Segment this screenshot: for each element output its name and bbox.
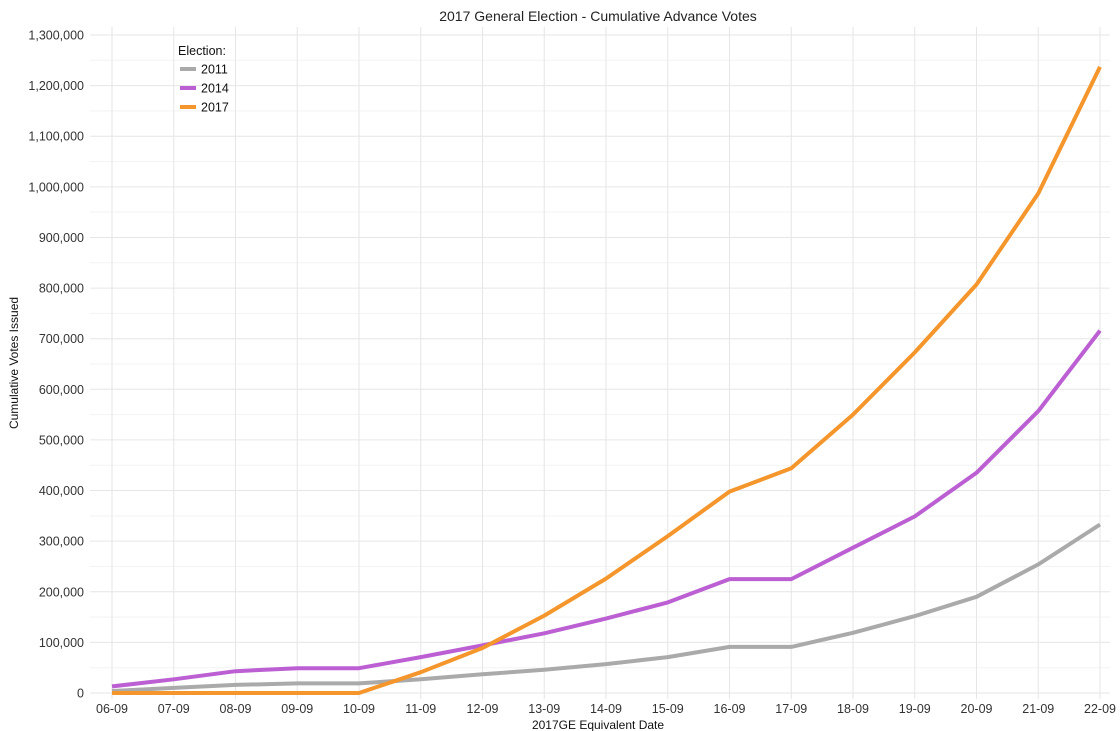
x-tick-label: 13-09: [528, 702, 560, 716]
y-tick-label: 600,000: [39, 383, 84, 397]
x-tick-label: 16-09: [714, 702, 746, 716]
legend-label-2017: 2017: [201, 101, 229, 115]
x-tick-label: 12-09: [467, 702, 499, 716]
grid: [90, 27, 1110, 699]
chart-title: 2017 General Election - Cumulative Advan…: [439, 8, 757, 24]
x-tick-label: 10-09: [343, 702, 375, 716]
y-tick-label: 800,000: [39, 282, 84, 296]
x-tick-label: 06-09: [96, 702, 128, 716]
x-tick-label: 17-09: [775, 702, 807, 716]
y-tick-label: 0: [77, 687, 84, 701]
y-tick-label: 900,000: [39, 231, 84, 245]
series-line-2011: [111, 522, 1102, 693]
y-tick-label: 500,000: [39, 433, 84, 447]
y-tick-label: 700,000: [39, 332, 84, 346]
x-tick-label: 08-09: [220, 702, 252, 716]
y-tick-label: 1,100,000: [28, 130, 84, 144]
x-tick-label: 14-09: [590, 702, 622, 716]
y-tick-label: 300,000: [39, 535, 84, 549]
y-axis-title: Cumulative Votes Issued: [7, 297, 21, 429]
legend-label-2011: 2011: [201, 63, 228, 77]
y-tick-label: 100,000: [39, 636, 84, 650]
y-tick-label: 1,300,000: [28, 29, 84, 43]
legend: Election: 2011 2014 2017: [178, 44, 229, 115]
x-axis-title: 2017GE Equivalent Date: [532, 718, 664, 731]
x-tick-label: 21-09: [1022, 702, 1054, 716]
x-tick-label: 07-09: [158, 702, 190, 716]
series-line-2014: [111, 329, 1102, 689]
legend-label-2014: 2014: [201, 82, 229, 96]
x-tick-label: 11-09: [405, 702, 436, 716]
x-tick-label: 22-09: [1084, 702, 1116, 716]
series-lines: [111, 66, 1102, 695]
y-tick-label: 400,000: [39, 484, 84, 498]
x-axis-ticks: 06-09 07-09 08-09 09-09 10-09 11-09 12-09 13-09…: [96, 702, 1116, 716]
legend-title: Election:: [178, 44, 226, 58]
x-tick-label: 09-09: [281, 702, 313, 716]
x-tick-label: 15-09: [652, 702, 684, 716]
x-tick-label: 19-09: [899, 702, 931, 716]
series-line-2017: [112, 66, 1102, 695]
x-tick-label: 18-09: [837, 702, 869, 716]
x-tick-label: 20-09: [961, 702, 993, 716]
y-axis-ticks: 0 100,000 200,000 300,000 400,000 500,000 600,…: [28, 29, 84, 701]
y-tick-label: 200,000: [39, 585, 84, 599]
y-tick-label: 1,000,000: [28, 180, 84, 194]
y-tick-label: 1,200,000: [28, 79, 84, 93]
